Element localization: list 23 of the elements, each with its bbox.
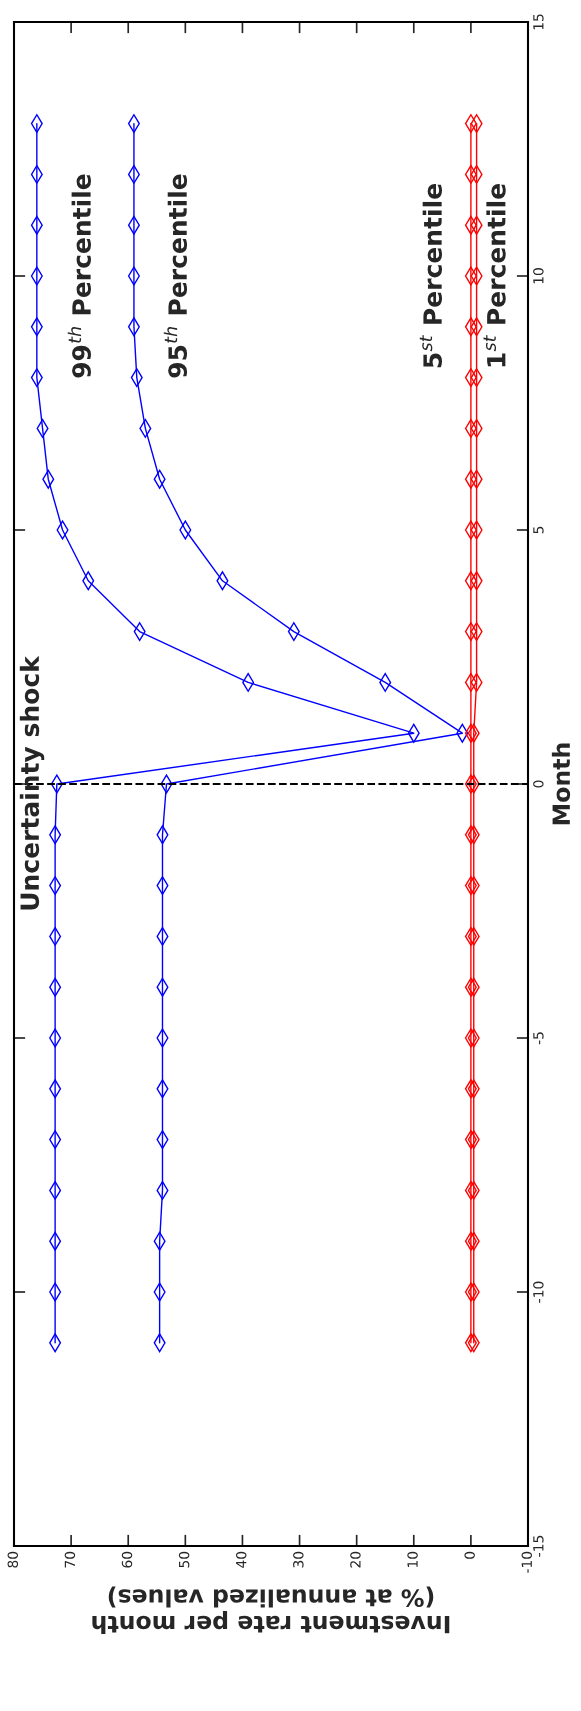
x-tick-label: 70 xyxy=(64,1551,76,1568)
x-tick-label: 80 xyxy=(7,1551,19,1568)
y-tick-label: -5 xyxy=(533,1032,544,1045)
y-tick-label: 15 xyxy=(533,14,544,30)
x-tick-label: 10 xyxy=(407,1551,418,1568)
x-tick-label: 30 xyxy=(293,1551,304,1568)
y-tick-label: -10 xyxy=(533,1281,544,1303)
y-tick-label: 5 xyxy=(533,526,544,534)
text: 99$^{th}$ Percentile xyxy=(67,174,91,378)
text: 1$^{st}$ Percentile xyxy=(483,184,506,367)
x-tick-label: 40 xyxy=(235,1551,247,1568)
x-tick-label: 60 xyxy=(121,1551,133,1568)
x-tick-label: 20 xyxy=(350,1551,361,1568)
text: 5$^{st}$ Percentile xyxy=(419,184,442,368)
x-axis-title: Investment rate per month (% at annualized values) xyxy=(92,1586,450,1634)
y-tick-label: 0 xyxy=(533,780,544,788)
text: 95$^{th}$ Percentile xyxy=(163,174,188,378)
y-axis-title: Month xyxy=(551,743,571,825)
ref-line-label: Uncertainty shock xyxy=(19,655,45,910)
x-tick-label: 0 xyxy=(464,1551,475,1559)
y-tick-label: -15 xyxy=(533,1535,544,1557)
y-tick-label: 10 xyxy=(533,268,544,284)
x-tick-label: 50 xyxy=(178,1551,190,1568)
